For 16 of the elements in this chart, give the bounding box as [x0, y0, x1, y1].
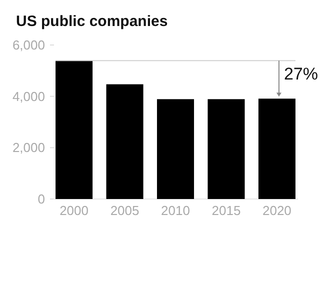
y-tick-label: 4,000 [12, 88, 45, 104]
bar [106, 84, 144, 199]
x-tick-label: 2005 [110, 203, 140, 218]
x-tick-label: 2020 [262, 203, 292, 218]
y-tick-label: 2,000 [12, 140, 45, 156]
x-tick-label: 2010 [161, 203, 190, 218]
x-tick-label: 2000 [60, 203, 89, 218]
annotation: 27% [284, 64, 318, 84]
y-tick-label: 0 [38, 192, 45, 207]
bar [56, 60, 93, 199]
x-tick-label: 2015 [212, 203, 241, 218]
chart-title: US public companies [16, 13, 168, 30]
y-tick-label: 6,000 [12, 38, 45, 53]
bar [156, 99, 194, 199]
bar [208, 99, 245, 199]
bar [258, 98, 296, 199]
